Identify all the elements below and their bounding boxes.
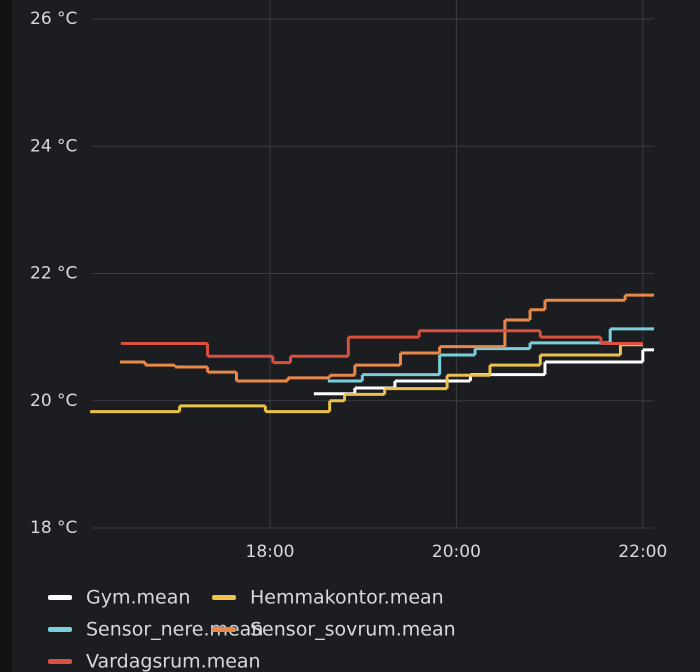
legend-label: Gym.mean <box>86 587 190 609</box>
legend-swatch <box>48 659 72 664</box>
legend-swatch <box>212 627 236 632</box>
y-tick-label: 26 °C <box>30 9 77 29</box>
y-tick-label: 22 °C <box>30 264 77 284</box>
legend-swatch <box>212 595 236 600</box>
legend-swatch <box>48 595 72 600</box>
y-tick-label: 24 °C <box>30 136 77 156</box>
legend-label: Hemmakontor.mean <box>250 587 444 609</box>
legend: Gym.mean Hemmakontor.mean Sensor_nere.mean… <box>48 587 456 672</box>
grid: 18 °C 20 °C 22 °C 24 °C 26 °C 18:00 20:00 22:00 <box>30 0 667 562</box>
y-tick-label: 18 °C <box>30 518 77 538</box>
x-tick-label: 20:00 <box>432 542 481 562</box>
legend-label: Sensor_nere.mean <box>86 619 263 641</box>
x-tick-label: 22:00 <box>618 542 667 562</box>
x-tick-label: 18:00 <box>246 542 295 562</box>
legend-swatch <box>48 627 72 632</box>
legend-label: Vardagsrum.mean <box>86 651 261 672</box>
y-tick-label: 20 °C <box>30 391 77 411</box>
plot <box>90 293 654 414</box>
legend-label: Sensor_sovrum.mean <box>250 619 456 641</box>
